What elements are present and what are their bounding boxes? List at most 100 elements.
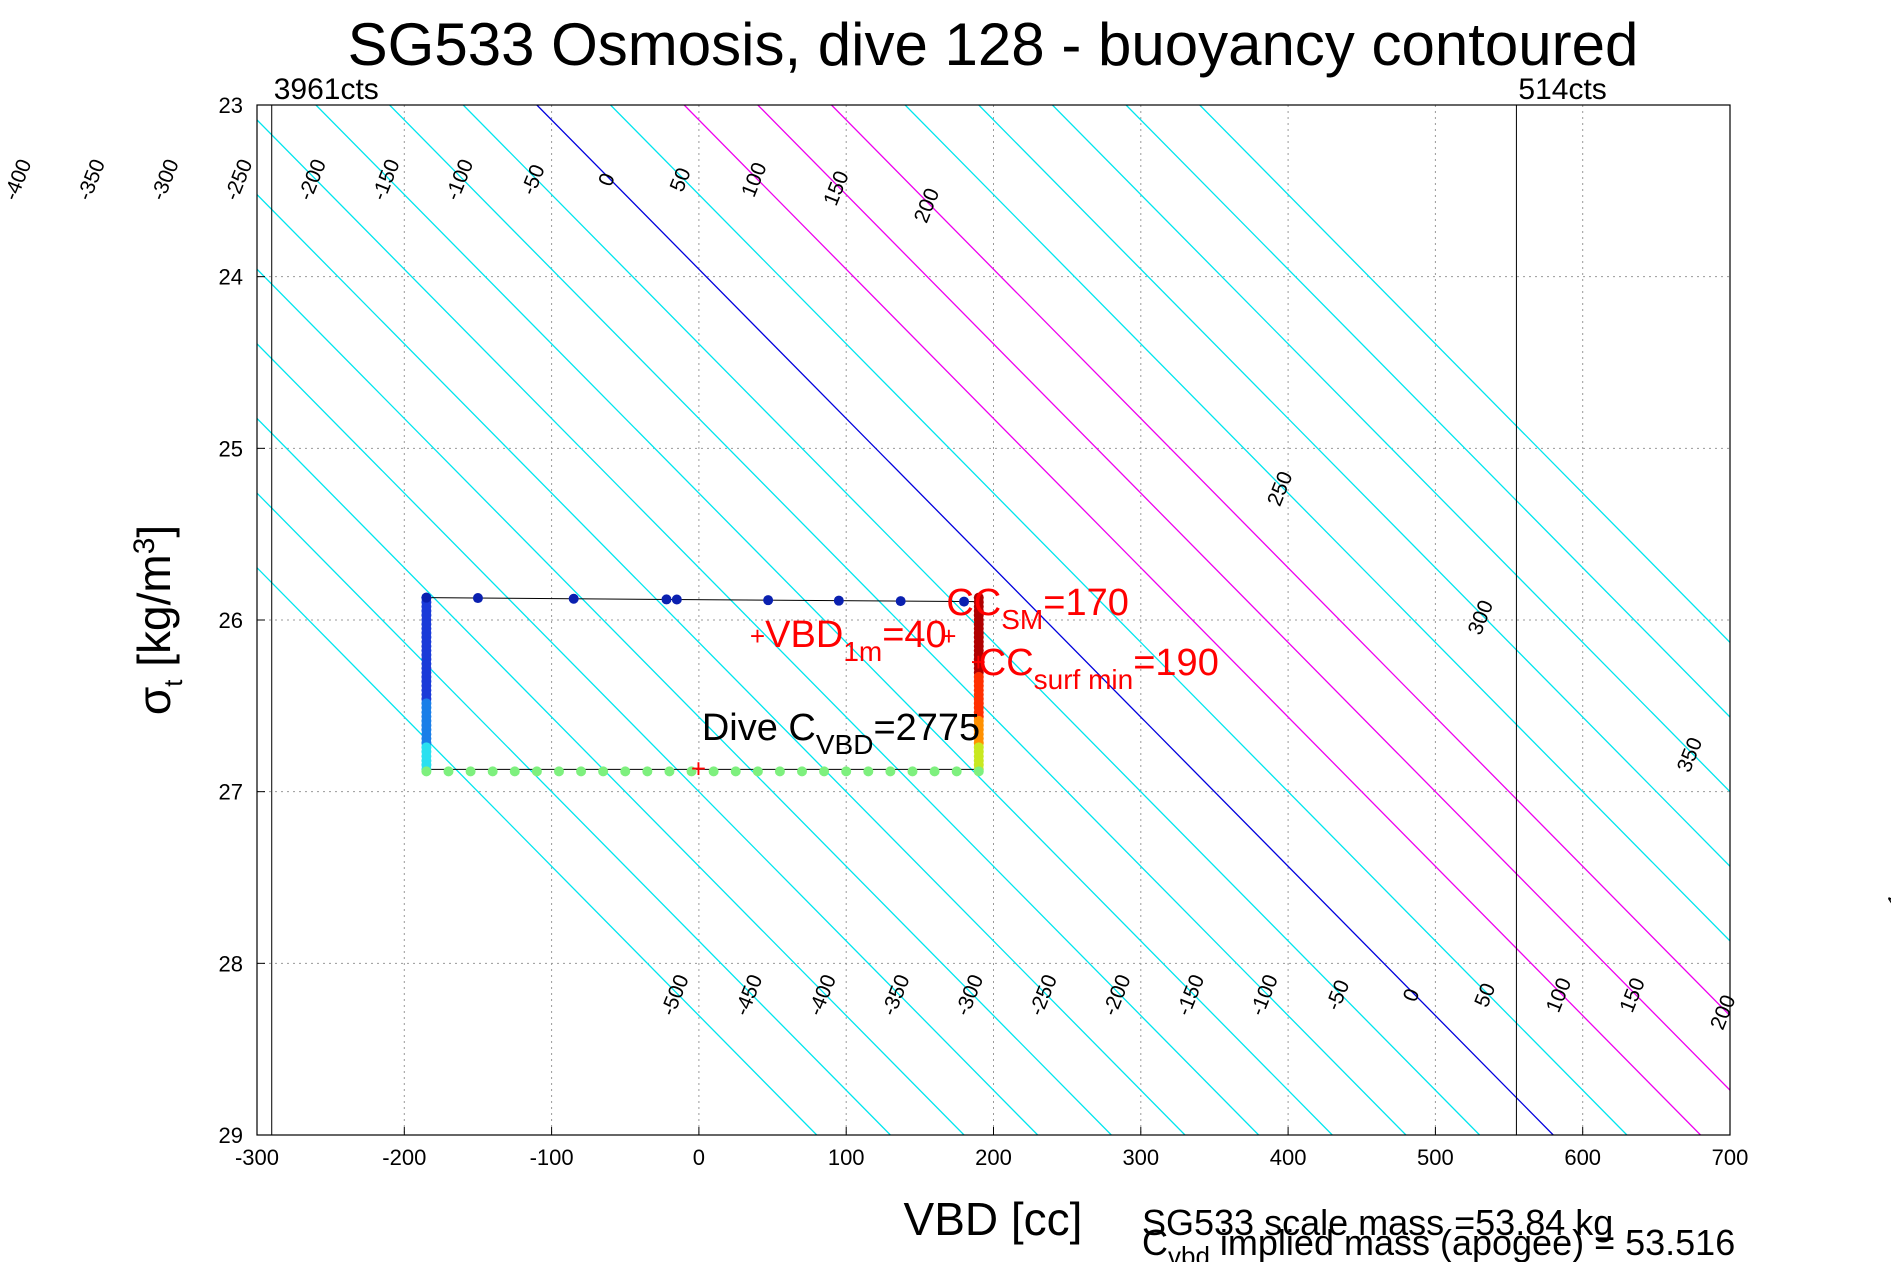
- contour-label-bottom: 150: [1615, 975, 1649, 1016]
- track-point-green: [531, 766, 542, 777]
- contour-label-top: 100: [737, 159, 771, 200]
- marker-label-sub: SM: [1001, 604, 1043, 635]
- contour-line: [1125, 105, 1730, 718]
- marker-label: CCsurf min=190: [979, 642, 1219, 695]
- track-point-blue: [833, 595, 844, 606]
- marker-label: CCSM=170: [946, 582, 1128, 635]
- contour-line: [1199, 105, 1730, 644]
- y-tick-label: 24: [219, 265, 243, 290]
- x-tick-label: -200: [382, 1145, 426, 1170]
- y-axis-label-base: σ: [128, 687, 180, 715]
- contour-label-top: 150: [819, 168, 853, 209]
- contour-label-bottom: -50: [1322, 977, 1355, 1014]
- y-tick-label: 27: [219, 780, 243, 805]
- track-point-blue: [472, 593, 483, 604]
- y-tick-label: 26: [219, 608, 243, 633]
- track-point-blue: [763, 595, 774, 606]
- contour-line: [757, 105, 1730, 1092]
- implied-mass-c: C: [1142, 1222, 1168, 1262]
- track-point-green: [929, 766, 940, 777]
- track-point-blue: [671, 594, 682, 605]
- track-point-green: [819, 766, 830, 777]
- y-tick-label: 23: [219, 93, 243, 118]
- contour-line: [683, 105, 1702, 1135]
- x-ticks: -300 -200 -100 0 100 200 300 400 500 600 700: [235, 1127, 1748, 1170]
- track-point-green: [443, 766, 454, 777]
- contour-label-top: 250: [1263, 468, 1297, 509]
- y-axis-label-unit: [kg/m: [128, 554, 180, 679]
- x-tick-label: 100: [828, 1145, 865, 1170]
- track-point-green: [907, 766, 918, 777]
- contour-label-top: -50: [517, 161, 550, 198]
- marker-label-main: CC: [979, 642, 1034, 684]
- y-axis-label-sub: t: [158, 679, 188, 687]
- x-tick-label: 600: [1564, 1145, 1601, 1170]
- marker-plus: +: [941, 621, 956, 651]
- track-top-line: [426, 597, 979, 603]
- x-tick-label: 700: [1712, 1145, 1749, 1170]
- y-tick-label: 25: [219, 436, 243, 461]
- marker-label-sub: surf min: [1034, 664, 1134, 695]
- track-point-green: [664, 766, 675, 777]
- marker-plus: +: [750, 621, 765, 651]
- y-tick-label: 29: [219, 1123, 243, 1148]
- track-point-blue: [959, 596, 970, 607]
- x-tick-label: -300: [235, 1145, 279, 1170]
- track-point-blue: [568, 593, 579, 604]
- track-point-blue: [895, 596, 906, 607]
- chart-title: SG533 Osmosis, dive 128 - buoyancy conto…: [348, 11, 1639, 78]
- track-point-green: [774, 766, 785, 777]
- marker-label-main: VBD: [765, 614, 843, 656]
- contour-label-top: 400: [1882, 872, 1891, 913]
- contour-label-top: 50: [666, 165, 696, 195]
- marker-label-value: =40: [882, 614, 946, 656]
- marker-label-value: =2775: [873, 707, 980, 749]
- contour-line: [315, 105, 1333, 1135]
- x-tick-label: 200: [975, 1145, 1012, 1170]
- contour-label-bottom: 0: [1399, 986, 1425, 1005]
- marker-label-main: CC: [946, 582, 1001, 624]
- contour-line: [257, 342, 1039, 1135]
- track-point-green: [421, 766, 432, 777]
- y-axis-label: σt [kg/m3]: [128, 525, 188, 715]
- y-ticks: 23 24 25 26 27 28 29: [219, 93, 265, 1148]
- contour-line: [978, 105, 1730, 868]
- dive-track: [421, 592, 984, 777]
- contour-label-top: 300: [1464, 597, 1498, 638]
- contour-line: [610, 105, 1628, 1135]
- contour-label-top: -350: [73, 156, 110, 204]
- implied-mass-sub: vbd: [1168, 1241, 1210, 1262]
- track-point-green: [576, 766, 587, 777]
- marker-label-sub: 1m: [843, 636, 882, 667]
- contour-line: [257, 417, 965, 1135]
- contour-line: [462, 105, 1481, 1135]
- track-point-green: [598, 766, 609, 777]
- marker-label: VBD1m=40: [765, 614, 947, 667]
- track-point-green: [797, 766, 808, 777]
- contour-line: [904, 105, 1730, 942]
- contour-label-top: 200: [910, 185, 944, 226]
- contour-label-top: -300: [147, 156, 184, 204]
- x-tick-label: 0: [693, 1145, 705, 1170]
- contour-label-bottom: 50: [1470, 980, 1500, 1010]
- contour-label-top: 350: [1673, 734, 1707, 775]
- marker-plus: +: [691, 753, 706, 783]
- svg-text:σt [kg/m3]: σt [kg/m3]: [128, 525, 188, 715]
- x-axis-label: VBD [cc]: [904, 1193, 1083, 1245]
- track-point-green: [686, 766, 697, 777]
- count-line-label: 514cts: [1518, 73, 1606, 106]
- contour-label-top: -250: [220, 156, 257, 204]
- x-tick-label: 500: [1417, 1145, 1454, 1170]
- marker-label-sub: VBD: [816, 729, 874, 760]
- contour-line: [831, 105, 1730, 1017]
- track-point-green: [885, 766, 896, 777]
- y-tick-label: 28: [219, 951, 243, 976]
- track-point-green: [620, 766, 631, 777]
- contour-line: [257, 119, 1260, 1135]
- track-point-green: [973, 766, 984, 777]
- track-point-green: [752, 766, 763, 777]
- buoyancy-contours: [257, 105, 1730, 1135]
- marker-label-main: Dive C: [702, 707, 816, 749]
- y-axis-label-unit-end: ]: [128, 525, 180, 538]
- contour-line: [389, 105, 1407, 1135]
